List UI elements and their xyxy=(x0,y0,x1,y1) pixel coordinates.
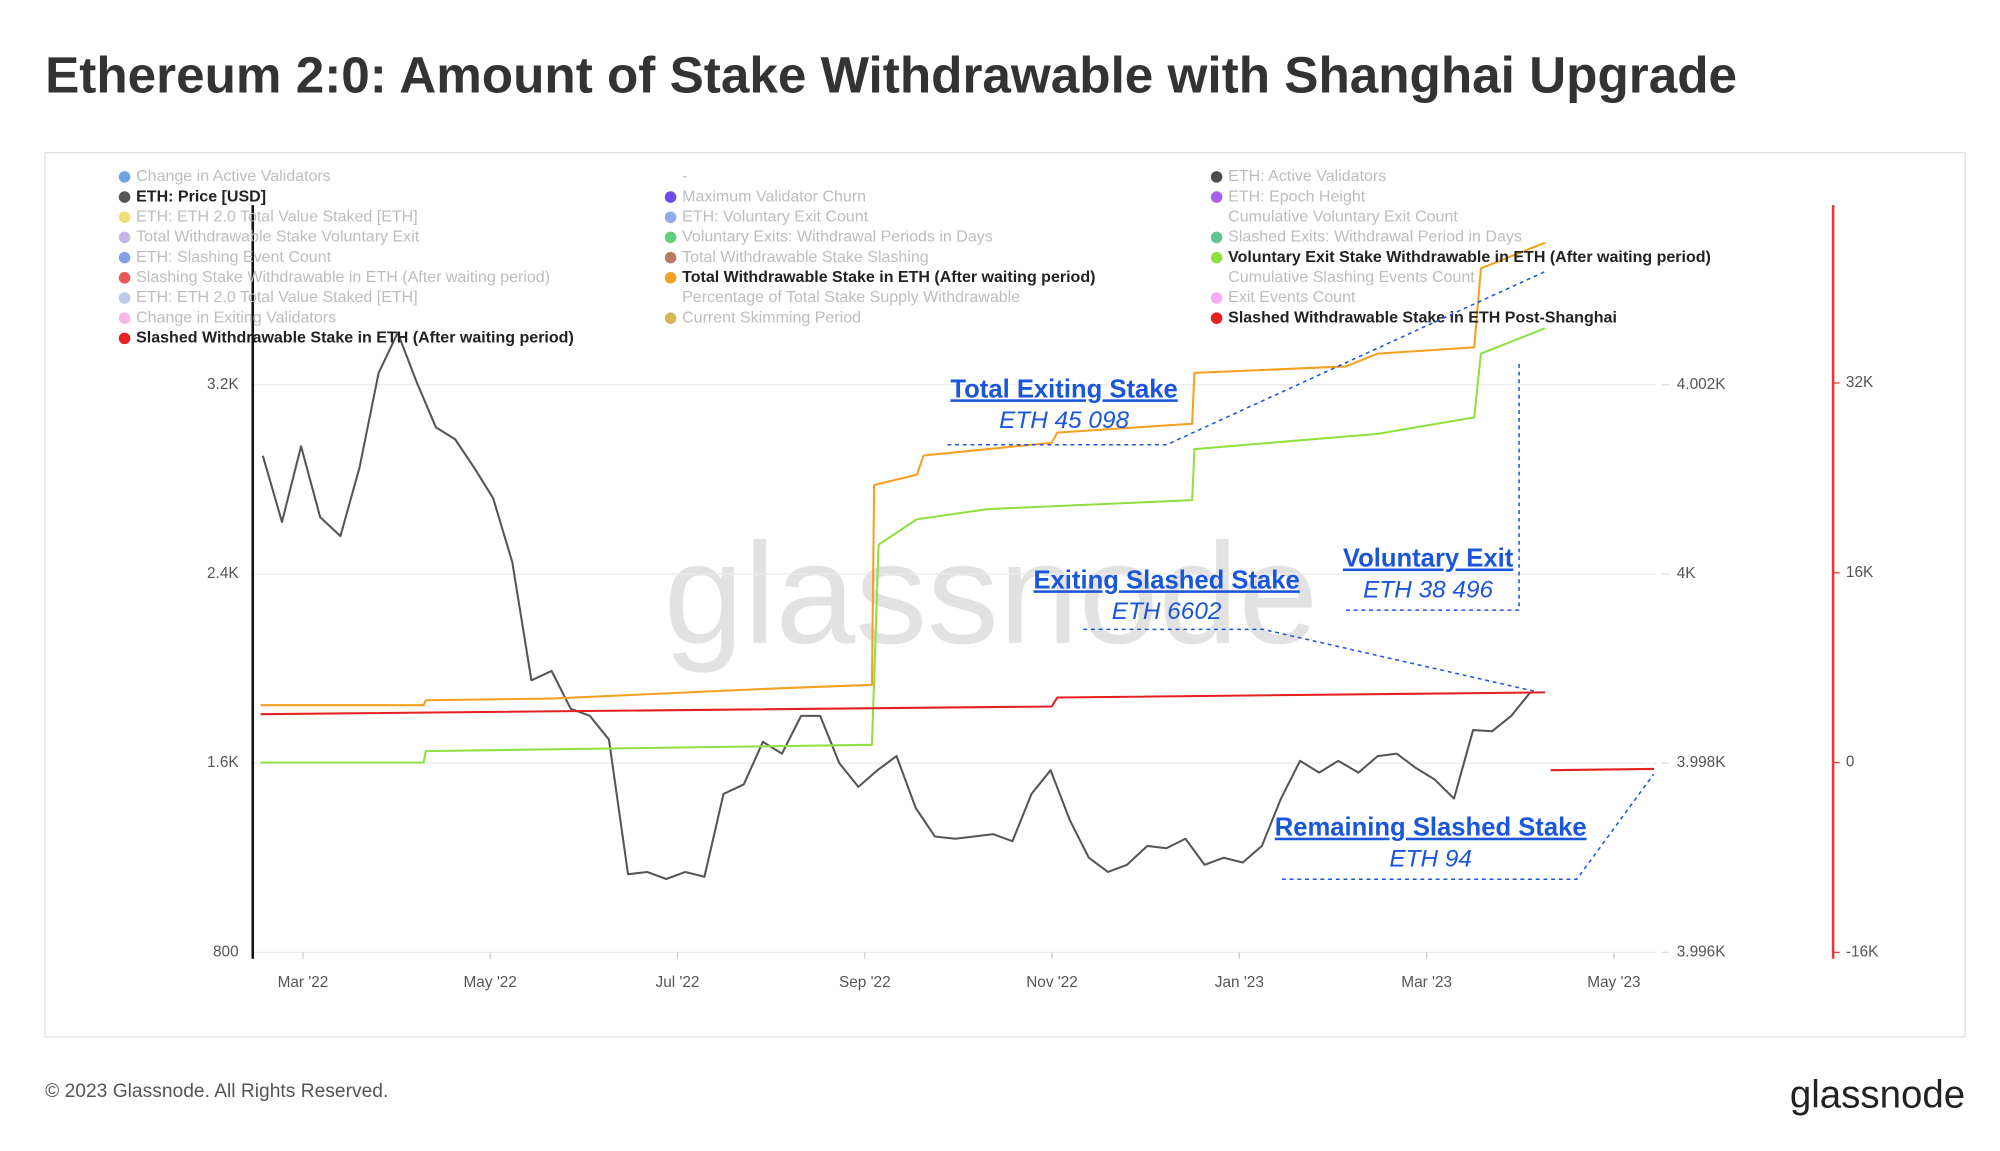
legend-swatch xyxy=(118,251,131,264)
annotation-title: Total Exiting Stake xyxy=(950,375,1177,403)
x-tick-label: Mar '23 xyxy=(1401,974,1452,991)
logo: glassnode xyxy=(1790,1073,1965,1116)
x-tick-label: Mar '22 xyxy=(278,974,329,991)
legend-swatch xyxy=(664,211,677,224)
legend-swatch xyxy=(664,191,677,203)
legend-label: Total Withdrawable Stake Slashing xyxy=(682,248,929,266)
annotation-title: Remaining Slashed Stake xyxy=(1275,814,1587,842)
legend-label: Slashed Withdrawable Stake in ETH (After… xyxy=(136,329,574,347)
legend-label: ETH: Price [USD] xyxy=(136,187,266,205)
x-tick-label: May '23 xyxy=(1587,974,1640,991)
series-line xyxy=(260,327,1546,764)
series-line xyxy=(260,691,1546,716)
x-tick-label: Jan '23 xyxy=(1215,974,1264,991)
legend-label: Total Withdrawable Stake Voluntary Exit xyxy=(136,228,420,246)
annotation-leader xyxy=(1083,628,1539,693)
legend-label: ETH: Slashing Event Count xyxy=(136,248,332,266)
annotation-title: Voluntary Exit xyxy=(1343,545,1514,573)
y2-tick-label: 32K xyxy=(1846,374,1874,391)
x-tick-label: Sep '22 xyxy=(839,974,891,991)
annotation-value: ETH 45 098 xyxy=(999,407,1129,434)
legend-label: Slashing Stake Withdrawable in ETH (Afte… xyxy=(136,268,550,286)
legend-label: Slashed Exits: Withdrawal Period in Days xyxy=(1228,228,1522,246)
legend-label: ETH: ETH 2.0 Total Value Staked [ETH] xyxy=(136,207,418,225)
series-line xyxy=(260,241,1546,707)
annotation-value: ETH 6602 xyxy=(1112,598,1222,625)
annotation-value: ETH 38 496 xyxy=(1363,576,1493,603)
y3-tick-label: 4.002K xyxy=(1677,376,1726,393)
series-line xyxy=(1550,767,1654,772)
legend-label: Current Skimming Period xyxy=(682,308,861,326)
legend-label: Total Withdrawable Stake in ETH (After w… xyxy=(682,268,1095,286)
y-tick-label: 800 xyxy=(213,943,239,960)
legend-swatch xyxy=(1210,231,1223,244)
watermark: glassnode xyxy=(664,514,1318,674)
annotation-value: ETH 94 xyxy=(1389,845,1472,872)
annotation-leader xyxy=(1346,362,1520,611)
legend-swatch xyxy=(118,312,131,324)
legend-swatch xyxy=(118,292,131,304)
legend: Change in Active Validators - ETH: Active … xyxy=(118,167,1711,347)
annotation-title: Exiting Slashed Stake xyxy=(1033,566,1299,594)
y-tick-label: 1.6K xyxy=(207,754,239,771)
y2-tick-label: -16K xyxy=(1846,943,1879,960)
legend-label: ETH: Voluntary Exit Count xyxy=(682,207,869,225)
legend-swatch xyxy=(118,211,131,224)
legend-label: - xyxy=(682,167,687,185)
x-tick-label: May '22 xyxy=(464,974,517,991)
legend-swatch xyxy=(118,191,131,203)
legend-swatch xyxy=(118,272,131,284)
legend-label: Change in Active Validators xyxy=(136,167,331,185)
x-tick-label: Nov '22 xyxy=(1026,974,1078,991)
x-tick-label: Jul '22 xyxy=(656,974,700,991)
y-tick-label: 3.2K xyxy=(207,376,239,393)
annotations: Total Exiting Stake ETH 45 098 Exiting Sla… xyxy=(947,271,1655,881)
legend-label: Slashed Withdrawable Stake in ETH Post-S… xyxy=(1228,308,1617,326)
legend-label: Cumulative Voluntary Exit Count xyxy=(1228,207,1458,225)
series-line xyxy=(261,331,1532,881)
y2-tick-label: 0 xyxy=(1846,754,1855,771)
legend-swatch xyxy=(118,332,131,345)
legend-label: ETH: Epoch Height xyxy=(1228,187,1366,205)
grid xyxy=(252,384,1657,953)
y-tick-label: 2.4K xyxy=(207,565,239,582)
legend-swatch xyxy=(118,171,131,183)
y3-tick-label: 3.996K xyxy=(1677,943,1726,960)
annotation-leader xyxy=(1281,773,1655,881)
y3-tick-label: 3.998K xyxy=(1677,754,1726,771)
page-title: Ethereum 2:0: Amount of Stake Withdrawab… xyxy=(45,46,1737,103)
legend-swatch xyxy=(664,272,677,284)
legend-label: Cumulative Slashing Events Count xyxy=(1228,268,1475,286)
legend-swatch xyxy=(664,231,677,244)
legend-label: Voluntary Exits: Withdrawal Periods in D… xyxy=(682,228,993,246)
legend-swatch xyxy=(1210,171,1223,183)
legend-swatch xyxy=(1210,292,1223,304)
y2-tick-label: 16K xyxy=(1846,564,1874,581)
legend-swatch xyxy=(664,251,677,264)
legend-label: Voluntary Exit Stake Withdrawable in ETH… xyxy=(1228,248,1711,266)
plot-area xyxy=(260,241,1654,881)
legend-swatch xyxy=(1210,251,1223,264)
chart-frame xyxy=(44,151,1966,1038)
annotation-leader xyxy=(947,271,1546,446)
legend-swatch xyxy=(1210,312,1223,324)
legend-label: Percentage of Total Stake Supply Withdra… xyxy=(682,288,1020,306)
legend-label: ETH: Active Validators xyxy=(1228,167,1386,185)
legend-swatch xyxy=(118,231,131,244)
legend-label: Change in Exiting Validators xyxy=(136,308,336,326)
legend-swatch xyxy=(1210,191,1223,203)
footer: © 2023 Glassnode. All Rights Reserved. xyxy=(45,1081,388,1102)
legend-label: ETH: ETH 2.0 Total Value Staked [ETH] xyxy=(136,288,418,306)
legend-label: Exit Events Count xyxy=(1228,288,1356,306)
legend-label: Maximum Validator Churn xyxy=(682,187,866,205)
y3-tick-label: 4K xyxy=(1677,565,1697,582)
legend-swatch xyxy=(664,312,677,324)
